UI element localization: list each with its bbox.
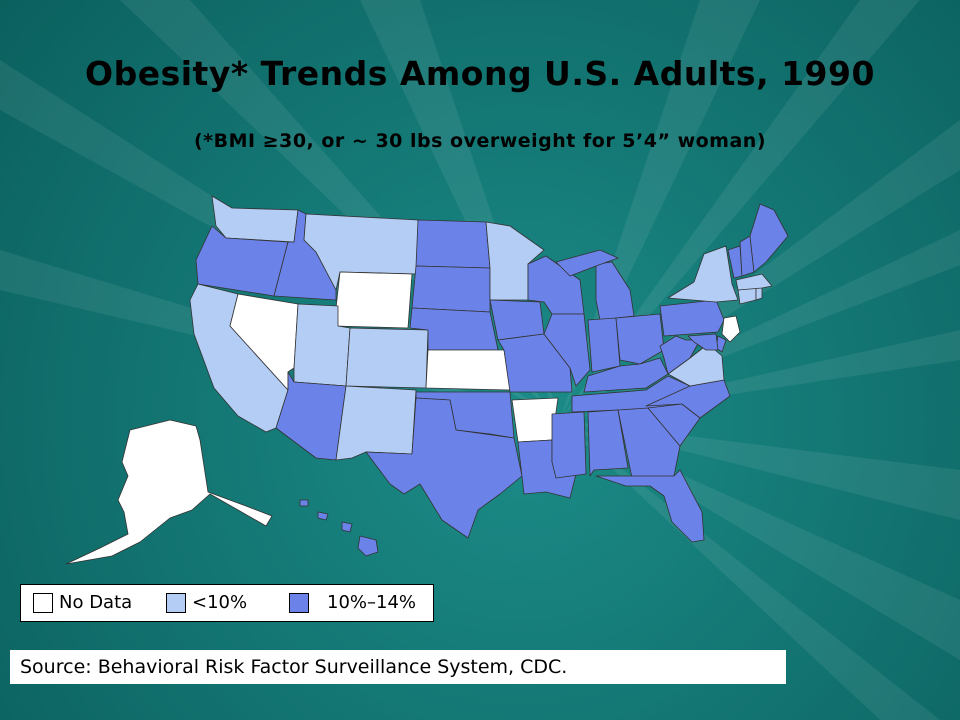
state-md — [687, 333, 719, 351]
legend-swatch-under-10 — [166, 593, 186, 613]
state-ar — [511, 397, 559, 443]
state-ms — [551, 411, 587, 479]
state-ks — [425, 349, 511, 391]
legend-label-no-data: No Data — [59, 592, 133, 613]
source-note: Source: Behavioral Risk Factor Surveilla… — [10, 650, 786, 684]
state-fl — [595, 469, 705, 543]
legend-swatch-10-14 — [289, 593, 309, 613]
state-ct — [737, 287, 757, 305]
state-in — [587, 317, 621, 373]
state-ga — [617, 407, 681, 479]
page-subtitle: (*BMI ≥30, or ~ 30 lbs overweight for 5’… — [193, 130, 767, 152]
legend-label-under-10: <10% — [192, 592, 248, 613]
state-mi — [595, 261, 635, 321]
state-nj — [721, 315, 741, 343]
state-ma — [735, 273, 773, 291]
state-wa — [211, 195, 299, 243]
state-wv — [659, 335, 701, 375]
legend-swatch-no-data — [33, 593, 53, 613]
state-il — [543, 313, 591, 387]
state-nd — [415, 219, 491, 269]
state-hi-oahu — [317, 511, 329, 521]
state-sd — [411, 265, 491, 313]
state-oh — [615, 313, 665, 365]
state-ia — [489, 299, 545, 341]
state-co — [345, 327, 429, 389]
state-me — [749, 203, 789, 273]
page-title: Obesity* Trends Among U.S. Adults, 1990 — [85, 54, 875, 93]
state-nm — [335, 385, 417, 461]
state-hi-big — [357, 535, 379, 557]
state-wy — [333, 271, 413, 329]
state-al — [587, 409, 629, 477]
legend-label-10-14: 10%–14% — [327, 592, 417, 613]
state-hi-maui — [341, 521, 353, 533]
state-mi-upper — [555, 249, 619, 277]
state-ri — [755, 287, 763, 301]
state-ny — [667, 245, 739, 303]
state-hi-kauai — [299, 499, 309, 507]
state-pa — [659, 299, 725, 337]
state-ky — [583, 357, 669, 393]
state-tx — [365, 397, 523, 539]
map-legend: No Data <10% 10%–14% — [20, 584, 434, 622]
state-ak — [65, 419, 273, 565]
